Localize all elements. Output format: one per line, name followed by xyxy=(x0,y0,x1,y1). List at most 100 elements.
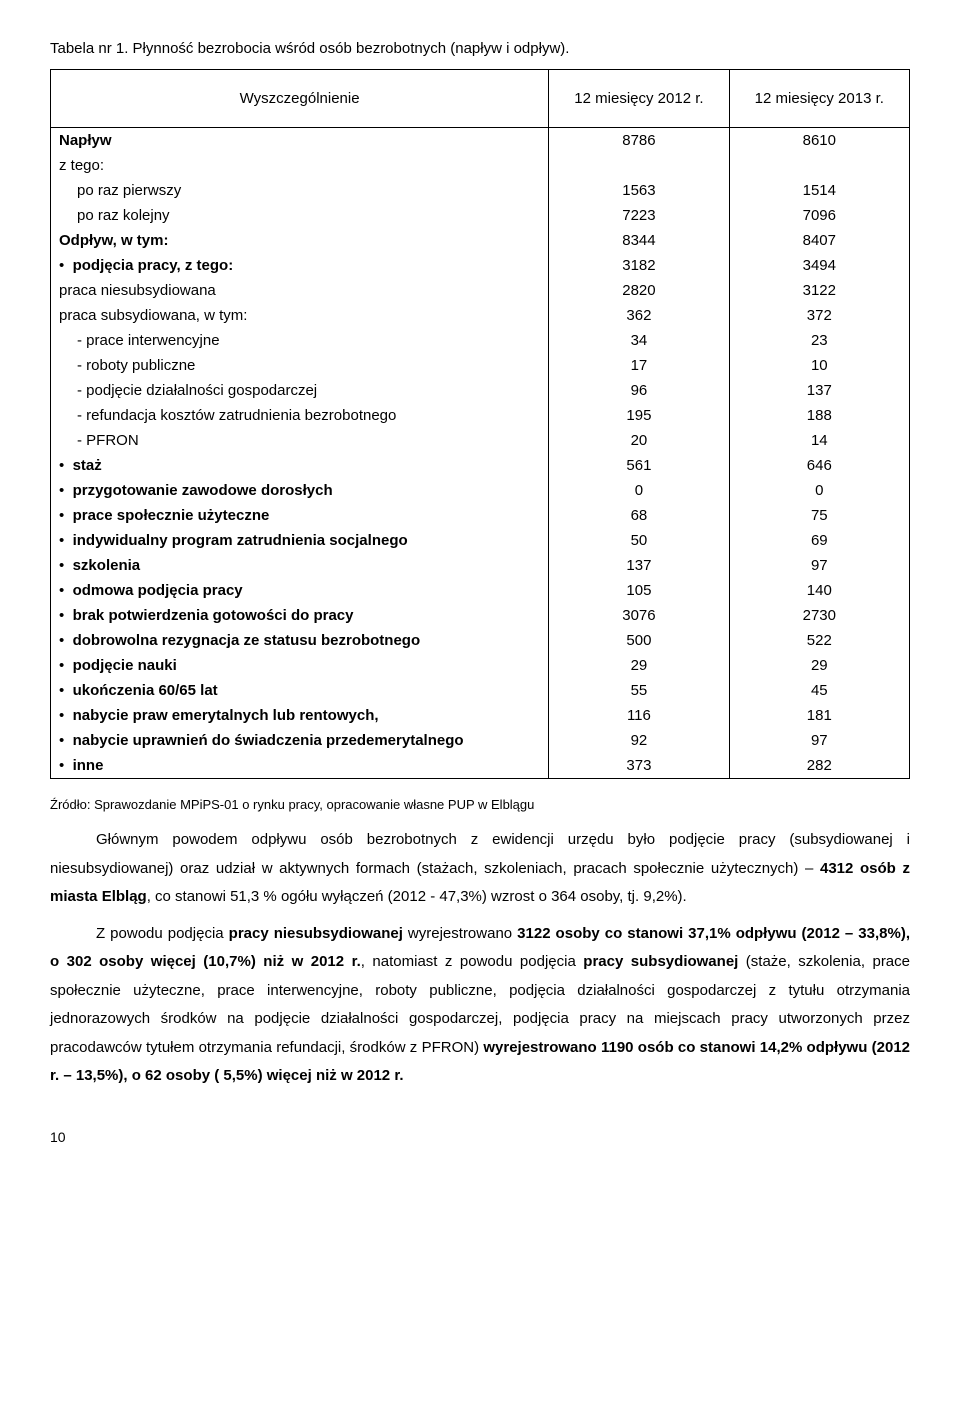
row-label: - refundacja kosztów zatrudnienia bezrob… xyxy=(51,403,549,428)
row-value-2012: 561 xyxy=(549,453,729,478)
row-label: - roboty publiczne xyxy=(51,353,549,378)
row-value-2013: 10 xyxy=(729,353,909,378)
row-value-2012: 362 xyxy=(549,303,729,328)
p1-text-a: Głównym powodem odpływu osób bezrobotnyc… xyxy=(50,831,910,877)
row-label: • staż xyxy=(51,453,549,478)
table-row: • ukończenia 60/65 lat5545 xyxy=(51,678,910,703)
row-value-2013: 97 xyxy=(729,553,909,578)
table-row: • odmowa podjęcia pracy105140 xyxy=(51,578,910,603)
row-value-2013: 2730 xyxy=(729,603,909,628)
row-label: • indywidualny program zatrudnienia socj… xyxy=(51,528,549,553)
row-label: z tego: xyxy=(51,153,549,178)
row-value-2013: 97 xyxy=(729,728,909,753)
table-row: • dobrowolna rezygnacja ze statusu bezro… xyxy=(51,628,910,653)
row-value-2013: 140 xyxy=(729,578,909,603)
table-row: • szkolenia13797 xyxy=(51,553,910,578)
row-value-2012: 8344 xyxy=(549,228,729,253)
row-value-2013: 14 xyxy=(729,428,909,453)
row-label: • nabycie praw emerytalnych lub rentowyc… xyxy=(51,703,549,728)
table-row: • inne373282 xyxy=(51,753,910,779)
row-value-2012: 7223 xyxy=(549,203,729,228)
row-label: - prace interwencyjne xyxy=(51,328,549,353)
header-col-3: 12 miesięcy 2013 r. xyxy=(729,70,909,128)
row-value-2012: 92 xyxy=(549,728,729,753)
row-value-2012: 34 xyxy=(549,328,729,353)
p2-text-c: wyrejestrowano xyxy=(403,925,517,942)
row-value-2012: 3076 xyxy=(549,603,729,628)
row-value-2012: 8786 xyxy=(549,128,729,154)
row-label: Odpływ, w tym: xyxy=(51,228,549,253)
table-row: po raz pierwszy15631514 xyxy=(51,178,910,203)
row-label: • inne xyxy=(51,753,549,779)
row-label: praca subsydiowana, w tym: xyxy=(51,303,549,328)
row-value-2013: 646 xyxy=(729,453,909,478)
row-label: Napływ xyxy=(51,128,549,154)
row-label: po raz kolejny xyxy=(51,203,549,228)
row-value-2012: 116 xyxy=(549,703,729,728)
row-value-2013: 3494 xyxy=(729,253,909,278)
row-value-2013: 69 xyxy=(729,528,909,553)
paragraph-1: Głównym powodem odpływu osób bezrobotnyc… xyxy=(50,826,910,912)
table-row: • brak potwierdzenia gotowości do pracy3… xyxy=(51,603,910,628)
row-value-2013: 1514 xyxy=(729,178,909,203)
row-value-2012: 29 xyxy=(549,653,729,678)
paragraph-2: Z powodu podjęcia pracy niesubsydiowanej… xyxy=(50,920,910,1091)
row-label: - podjęcie działalności gospodarczej xyxy=(51,378,549,403)
row-value-2013: 181 xyxy=(729,703,909,728)
row-value-2012: 0 xyxy=(549,478,729,503)
table-row: praca subsydiowana, w tym:362372 xyxy=(51,303,910,328)
row-value-2012: 17 xyxy=(549,353,729,378)
row-value-2013: 45 xyxy=(729,678,909,703)
data-table: Wyszczególnienie 12 miesięcy 2012 r. 12 … xyxy=(50,69,910,779)
row-value-2013: 29 xyxy=(729,653,909,678)
row-label: • podjęcia pracy, z tego: xyxy=(51,253,549,278)
p2-bold-f: pracy subsydiowanej xyxy=(583,953,738,970)
row-label: • podjęcie nauki xyxy=(51,653,549,678)
header-col-2: 12 miesięcy 2012 r. xyxy=(549,70,729,128)
table-header-row: Wyszczególnienie 12 miesięcy 2012 r. 12 … xyxy=(51,70,910,128)
table-row: z tego: xyxy=(51,153,910,178)
row-value-2012: 500 xyxy=(549,628,729,653)
table-row: - roboty publiczne1710 xyxy=(51,353,910,378)
table-row: Odpływ, w tym:83448407 xyxy=(51,228,910,253)
table-row: praca niesubsydiowana28203122 xyxy=(51,278,910,303)
row-value-2012: 137 xyxy=(549,553,729,578)
p2-text-e: , natomiast z powodu podjęcia xyxy=(361,953,584,970)
row-value-2013: 522 xyxy=(729,628,909,653)
row-value-2012: 96 xyxy=(549,378,729,403)
row-label: • prace społecznie użyteczne xyxy=(51,503,549,528)
table-row: • podjęcie nauki2929 xyxy=(51,653,910,678)
table-row: - refundacja kosztów zatrudnienia bezrob… xyxy=(51,403,910,428)
table-row: • nabycie uprawnień do świadczenia przed… xyxy=(51,728,910,753)
row-value-2013: 372 xyxy=(729,303,909,328)
row-value-2013: 188 xyxy=(729,403,909,428)
row-value-2012: 2820 xyxy=(549,278,729,303)
table-row: - prace interwencyjne3423 xyxy=(51,328,910,353)
row-label: - PFRON xyxy=(51,428,549,453)
row-label: • ukończenia 60/65 lat xyxy=(51,678,549,703)
row-label: • szkolenia xyxy=(51,553,549,578)
row-value-2012: 1563 xyxy=(549,178,729,203)
row-value-2013: 23 xyxy=(729,328,909,353)
table-row: - PFRON2014 xyxy=(51,428,910,453)
row-value-2013: 8407 xyxy=(729,228,909,253)
table-row: - podjęcie działalności gospodarczej9613… xyxy=(51,378,910,403)
row-value-2013: 7096 xyxy=(729,203,909,228)
row-value-2013: 282 xyxy=(729,753,909,779)
table-source: Źródło: Sprawozdanie MPiPS-01 o rynku pr… xyxy=(50,797,910,812)
row-value-2012: 105 xyxy=(549,578,729,603)
table-row: • prace społecznie użyteczne6875 xyxy=(51,503,910,528)
header-col-1: Wyszczególnienie xyxy=(51,70,549,128)
row-value-2012: 3182 xyxy=(549,253,729,278)
table-row: Napływ87868610 xyxy=(51,128,910,154)
row-value-2012: 373 xyxy=(549,753,729,779)
row-value-2012: 20 xyxy=(549,428,729,453)
row-label: praca niesubsydiowana xyxy=(51,278,549,303)
row-label: • dobrowolna rezygnacja ze statusu bezro… xyxy=(51,628,549,653)
table-row: • indywidualny program zatrudnienia socj… xyxy=(51,528,910,553)
row-value-2012: 50 xyxy=(549,528,729,553)
p1-text-c: , co stanowi 51,3 % ogółu wyłączeń (2012… xyxy=(147,888,687,905)
row-value-2012 xyxy=(549,153,729,178)
row-label: • przygotowanie zawodowe dorosłych xyxy=(51,478,549,503)
table-title: Tabela nr 1. Płynność bezrobocia wśród o… xyxy=(50,40,910,57)
